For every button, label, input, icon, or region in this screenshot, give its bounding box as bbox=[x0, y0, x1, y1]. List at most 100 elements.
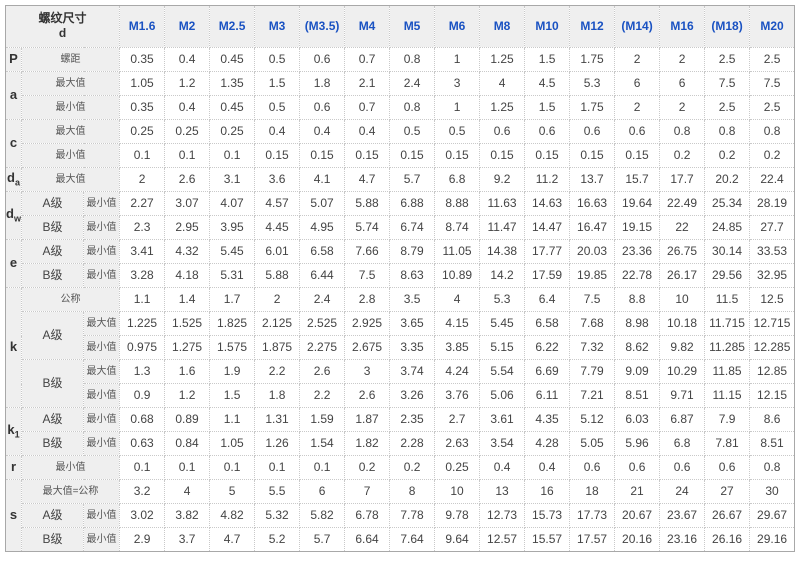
value-cell: 0.2 bbox=[389, 455, 436, 480]
value-cell: 1.05 bbox=[209, 431, 256, 456]
value-cell: 2.5 bbox=[704, 47, 751, 72]
value-cell: 7.81 bbox=[704, 431, 751, 456]
value-cell: 1.26 bbox=[254, 431, 301, 456]
value-cell: 5.07 bbox=[299, 191, 346, 216]
value-cell: 0.6 bbox=[299, 95, 346, 120]
value-cell: 14.63 bbox=[524, 191, 571, 216]
value-cell: 2.4 bbox=[299, 287, 346, 312]
value-cell: 6.58 bbox=[524, 311, 571, 336]
value-cell: 1.1 bbox=[119, 287, 166, 312]
value-cell: 6.88 bbox=[389, 191, 436, 216]
value-cell: 6.64 bbox=[344, 527, 391, 552]
spec-row: k1 A级 最小值 0.68 0.89 1.1 1.31 1.59 1.87 2.35 2.7 3.6… bbox=[5, 407, 796, 456]
size-header-m5: M5 bbox=[389, 5, 436, 48]
value-cell: 0.25 bbox=[164, 119, 211, 144]
grade-cell: B级 bbox=[21, 215, 84, 240]
value-cell: 5.3 bbox=[479, 287, 526, 312]
value-cell: 4.1 bbox=[299, 167, 346, 192]
value-cell: 0.8 bbox=[659, 119, 706, 144]
value-cell: 4 bbox=[164, 479, 211, 504]
row-symbol-k1: k1 bbox=[5, 407, 22, 456]
value-cell: 5.15 bbox=[479, 335, 526, 360]
value-cell: 3.41 bbox=[119, 239, 166, 264]
value-cell: 6.01 bbox=[254, 239, 301, 264]
value-cell: 6.69 bbox=[524, 359, 571, 384]
value-cell: 3.2 bbox=[119, 479, 166, 504]
value-cell: 5.45 bbox=[209, 239, 256, 264]
value-cell: 2 bbox=[614, 95, 661, 120]
value-cell: 17.57 bbox=[569, 527, 616, 552]
value-cell: 2.125 bbox=[254, 311, 301, 336]
value-cell: 2.6 bbox=[344, 383, 391, 408]
value-cell: 7 bbox=[344, 479, 391, 504]
value-cell: 0.8 bbox=[749, 119, 796, 144]
value-cell: 6 bbox=[614, 71, 661, 96]
value-cell: 0.1 bbox=[119, 143, 166, 168]
value-cell: 4.15 bbox=[434, 311, 481, 336]
value-cell: 16.47 bbox=[569, 215, 616, 240]
size-header-m12: M12 bbox=[569, 5, 616, 48]
spec-type-label: 最小值 bbox=[20, 455, 121, 480]
value-cell: 9.64 bbox=[434, 527, 481, 552]
value-cell: 11.285 bbox=[704, 335, 751, 360]
thread-spec-table: 螺纹尺寸 d M1.6 M2 M2.5 M3 (M3.5) M4 M5 M6 M… bbox=[4, 5, 796, 552]
spec-row: dw A级 最小值 2.27 3.07 4.07 4.57 5.07 5.88 6.88 8.88 1… bbox=[5, 191, 796, 240]
value-cell: 3 bbox=[434, 71, 481, 96]
value-cell: 3.07 bbox=[164, 191, 211, 216]
value-cell: 2.525 bbox=[299, 311, 346, 336]
value-cell: 0.15 bbox=[524, 143, 571, 168]
value-cell: 1.5 bbox=[254, 71, 301, 96]
value-cell: 20.16 bbox=[614, 527, 661, 552]
value-cell: 1.525 bbox=[164, 311, 211, 336]
row-symbol-a: a bbox=[5, 71, 22, 120]
value-cell: 0.4 bbox=[299, 119, 346, 144]
value-cell: 1.25 bbox=[479, 47, 526, 72]
spec-type-label: 最大值 bbox=[20, 119, 121, 144]
value-cell: 4.7 bbox=[344, 167, 391, 192]
spec-type-label: 最大值 bbox=[82, 359, 121, 384]
value-cell: 1.3 bbox=[119, 359, 166, 384]
value-cell: 0.35 bbox=[119, 95, 166, 120]
value-cell: 6.4 bbox=[524, 287, 571, 312]
row-symbol-k: k bbox=[5, 287, 22, 408]
size-header-m6: M6 bbox=[434, 5, 481, 48]
grade-cell: A级 bbox=[21, 191, 84, 216]
header-row: 螺纹尺寸 d M1.6 M2 M2.5 M3 (M3.5) M4 M5 M6 M… bbox=[4, 5, 796, 48]
value-cell: 5.12 bbox=[569, 407, 616, 432]
value-cell: 11.715 bbox=[704, 311, 751, 336]
value-cell: 2.6 bbox=[299, 359, 346, 384]
value-cell: 4.5 bbox=[524, 71, 571, 96]
value-cell: 2.675 bbox=[344, 335, 391, 360]
spec-type-label: 最小值 bbox=[82, 383, 121, 408]
value-cell: 7.5 bbox=[344, 263, 391, 288]
value-cell: 6.03 bbox=[614, 407, 661, 432]
value-cell: 4.45 bbox=[254, 215, 301, 240]
spec-type-label: 最小值 bbox=[82, 263, 121, 288]
value-cell: 1.4 bbox=[164, 287, 211, 312]
value-cell: 11.47 bbox=[479, 215, 526, 240]
value-cell: 8.51 bbox=[614, 383, 661, 408]
value-cell: 8 bbox=[389, 479, 436, 504]
value-cell: 33.53 bbox=[749, 239, 796, 264]
value-cell: 0.5 bbox=[434, 119, 481, 144]
spec-type-label: 公称 bbox=[20, 287, 121, 312]
value-cell: 19.85 bbox=[569, 263, 616, 288]
value-cell: 0.68 bbox=[119, 407, 166, 432]
value-cell: 29.56 bbox=[704, 263, 751, 288]
value-cell: 2.5 bbox=[749, 47, 796, 72]
value-cell: 1.7 bbox=[209, 287, 256, 312]
value-cell: 6.87 bbox=[659, 407, 706, 432]
value-cell: 1.875 bbox=[254, 335, 301, 360]
value-cell: 27.7 bbox=[749, 215, 796, 240]
value-cell: 2.9 bbox=[119, 527, 166, 552]
spec-row: 最小值 0.975 1.275 1.575 1.875 2.275 2.675 3.35 3.8… bbox=[6, 335, 796, 360]
value-cell: 4.7 bbox=[209, 527, 256, 552]
value-cell: 0.2 bbox=[749, 143, 796, 168]
value-cell: 1.82 bbox=[344, 431, 391, 456]
value-cell: 0.9 bbox=[119, 383, 166, 408]
value-cell: 0.6 bbox=[704, 455, 751, 480]
spec-row: k 公称 1.1 1.4 1.7 2 2.4 2.8 3.5 4 5.3 6.4 7.5 8.8 10 11.… bbox=[5, 287, 796, 408]
value-cell: 23.16 bbox=[659, 527, 706, 552]
value-cell: 3.95 bbox=[209, 215, 256, 240]
value-cell: 5.7 bbox=[299, 527, 346, 552]
